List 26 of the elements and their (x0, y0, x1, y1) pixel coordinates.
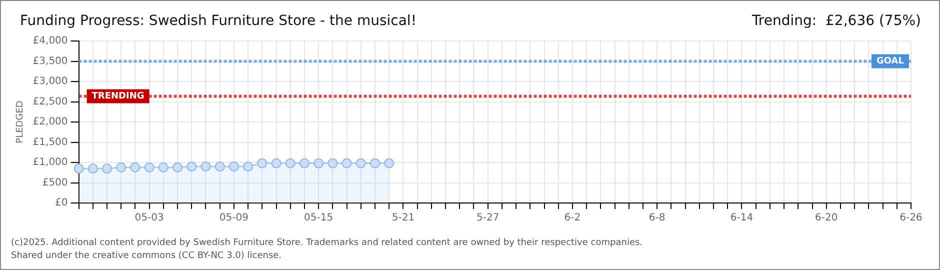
y-tick-label: £1,000 (32, 157, 68, 168)
x-tick-label: 6-2 (564, 212, 581, 224)
text: Shared under the creative commons (CC BY-NC 3.0) license. (11, 250, 283, 263)
x-tick-label: 05-09 (219, 212, 248, 224)
y-tick-label: £2,000 (32, 116, 68, 128)
x-tick-label: 6-8 (648, 212, 666, 224)
x-tick-label: 6-20 (815, 212, 838, 224)
x-tick-label: 6-14 (730, 212, 754, 224)
x-tick-label: 5-27 (476, 212, 500, 224)
y-axis-title: PLEDGED (16, 100, 26, 144)
ref-line-label: GOAL (876, 56, 904, 67)
x-tick-label: 05-03 (134, 212, 164, 224)
x-tick-label: 05-15 (304, 212, 334, 224)
ref-line-label: TRENDING (92, 92, 144, 102)
text: (c)2025. Additional content provided by Swedish Furniture Store. Trademarks and related content are owned by their respective companies. (11, 237, 643, 250)
y-tick-label: £4,000 (32, 36, 68, 47)
x-tick-label: 5-21 (392, 212, 415, 224)
y-tick-label: £3,500 (32, 56, 68, 67)
y-tick-label: £0 (55, 198, 68, 209)
y-tick-label: £2,500 (32, 96, 68, 108)
x-tick-label: 6-26 (900, 212, 922, 224)
y-tick-label: £500 (42, 177, 68, 188)
y-tick-label: £1,500 (32, 136, 68, 148)
chart-subtitle: Trending: £2,636 (75%) (752, 13, 921, 29)
chart-title: Funding Progress: Swedish Furniture Store - the musical! (20, 13, 416, 29)
y-tick-label: £3,000 (32, 76, 68, 88)
